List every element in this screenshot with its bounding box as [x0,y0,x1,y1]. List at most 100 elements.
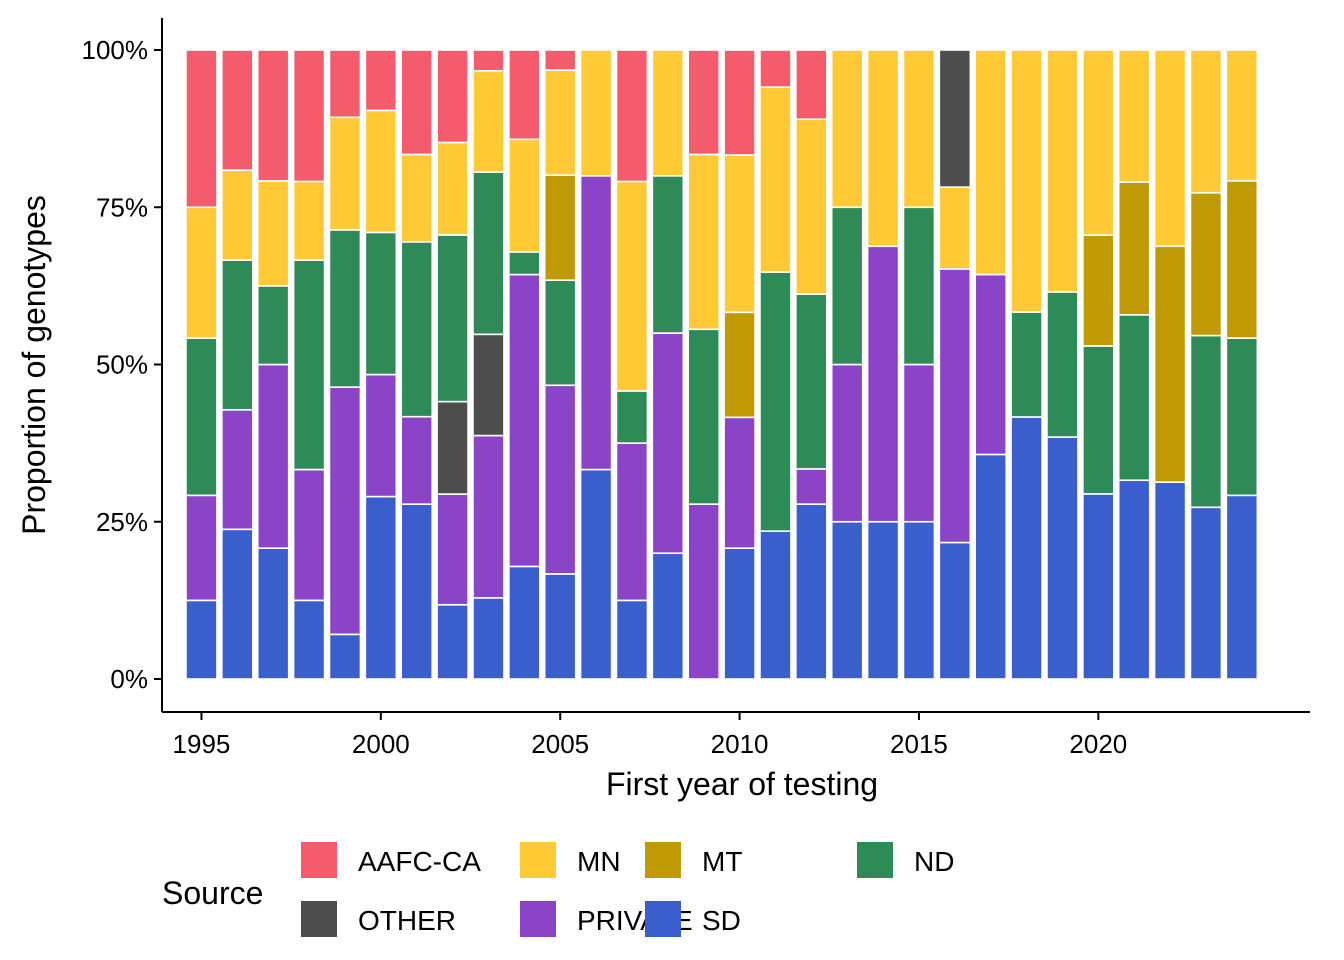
y-tick-label: 25% [96,507,148,537]
legend-label-sd: SD [702,905,741,936]
y-tick-label: 0% [110,664,148,694]
bar-segment-nd-2005 [543,279,577,387]
bar-segment-private-2005 [543,384,577,575]
legend-swatch-other [301,901,337,937]
axes-layer: 0% 25% 50% 75% 100% 1995 2000 2005 2010 2015 2020 [82,18,1310,759]
bar-segment-nd-2002 [436,234,469,403]
bar-segment-aafc-ca-2012 [795,49,828,120]
bar-segment-private-2014 [866,245,900,523]
bar-segment-mn-2016 [938,186,972,270]
bar-segment-mn-2005 [543,69,577,176]
bar-segment-mt-2010 [723,311,756,419]
bar-segment-sd-2003 [472,597,505,680]
bar-segment-sd-2018 [1010,416,1043,680]
bar-segment-aafc-ca-1997 [256,49,290,182]
legend-swatch-sd [645,901,681,937]
bar-segment-mn-1998 [292,180,326,261]
bar-segment-aafc-ca-1996 [221,49,254,171]
bar-segment-nd-1995 [185,337,218,497]
legend-label-aafc-ca: AAFC-CA [358,846,481,877]
bar-segment-nd-2019 [1046,291,1079,438]
bar-segment-private-2004 [508,273,541,568]
bar-segment-aafc-ca-1998 [292,49,326,183]
bar-segment-nd-2021 [1117,314,1151,482]
bar-segment-private-2001 [400,415,434,505]
bar-segment-nd-2009 [687,328,721,505]
x-tick-label: 2000 [352,729,410,759]
bar-segment-nd-2013 [830,206,864,366]
bar-segment-mn-2004 [508,138,541,253]
legend-swatch-mt [645,842,681,878]
bar-segment-aafc-ca-1999 [328,49,362,119]
bar-segment-sd-2006 [579,468,613,680]
bar-segment-sd-1997 [256,547,290,680]
bar-segment-mn-1999 [328,116,362,231]
bar-segment-private-1998 [292,468,326,602]
bar-segment-aafc-ca-1995 [185,49,218,209]
bar-segment-mn-2024 [1225,49,1259,182]
bar-segment-nd-2024 [1225,337,1259,497]
bar-segment-nd-2011 [759,271,792,532]
bar-segment-nd-1996 [221,259,254,411]
bar-segment-private-2006 [579,175,613,471]
bar-segment-private-1999 [328,386,362,636]
bar-segment-aafc-ca-2004 [508,49,541,141]
bar-segment-mn-2013 [830,49,864,209]
bar-segment-nd-2000 [364,231,398,376]
bar-segment-sd-2002 [436,603,469,680]
bar-segment-sd-2000 [364,495,398,680]
legend-swatch-private [520,901,556,937]
bar-segment-mn-2019 [1046,49,1079,293]
legend-label-other: OTHER [358,905,456,936]
bar-segment-sd-2020 [1082,493,1115,680]
bar-segment-mt-2020 [1082,234,1115,347]
bar-segment-other-2002 [436,400,469,495]
bar-segment-mn-2003 [472,69,505,173]
bar-segment-other-2003 [472,333,505,437]
bar-segment-sd-2005 [543,573,577,680]
legend-label-mn: MN [577,846,621,877]
bar-segment-mn-1997 [256,180,290,287]
bar-segment-sd-2004 [508,565,541,680]
bar-segment-private-2017 [974,273,1008,456]
bar-segment-mn-2011 [759,86,792,273]
bar-segment-aafc-ca-2007 [615,49,649,183]
bar-segment-mn-2008 [651,49,685,177]
bar-segment-mn-2006 [579,49,613,177]
y-tick-label: 100% [82,35,149,65]
bar-segment-sd-1996 [221,528,254,680]
bar-segment-private-1997 [256,363,290,549]
x-axis-title: First year of testing [606,766,878,802]
bar-segment-mn-2017 [974,49,1008,276]
bar-segment-mn-2010 [723,154,756,314]
bar-segment-aafc-ca-2001 [400,49,434,156]
x-tick-label: 2015 [890,729,948,759]
bar-segment-nd-2003 [472,171,505,336]
bars-layer [185,49,1259,680]
bar-segment-sd-2001 [400,503,434,680]
legend-label-mt: MT [702,846,742,877]
bar-segment-sd-2007 [615,599,649,680]
bar-segment-mn-2012 [795,118,828,295]
bar-segment-aafc-ca-2011 [759,49,792,88]
bar-segment-nd-2012 [795,293,828,470]
bar-segment-nd-2023 [1189,334,1223,509]
bar-segment-sd-2015 [902,520,936,680]
bar-segment-mn-2015 [902,49,936,209]
bar-segment-private-2013 [830,363,864,523]
bar-segment-sd-2017 [974,453,1008,680]
bar-segment-sd-1995 [185,599,218,680]
bar-segment-mn-2002 [436,141,469,236]
bar-segment-nd-1999 [328,229,362,388]
bar-segment-sd-2008 [651,552,685,680]
bar-segment-aafc-ca-2003 [472,49,505,72]
bar-segment-mt-2022 [1153,245,1187,483]
bar-segment-mn-2022 [1153,49,1187,248]
x-tick-label: 2005 [531,729,589,759]
bar-segment-aafc-ca-2002 [436,49,469,144]
bar-segment-nd-2007 [615,390,649,444]
y-tick-label: 75% [96,192,148,222]
bar-segment-aafc-ca-2010 [723,49,756,156]
bar-segment-mn-2023 [1189,49,1223,194]
bar-segment-sd-2012 [795,503,828,680]
